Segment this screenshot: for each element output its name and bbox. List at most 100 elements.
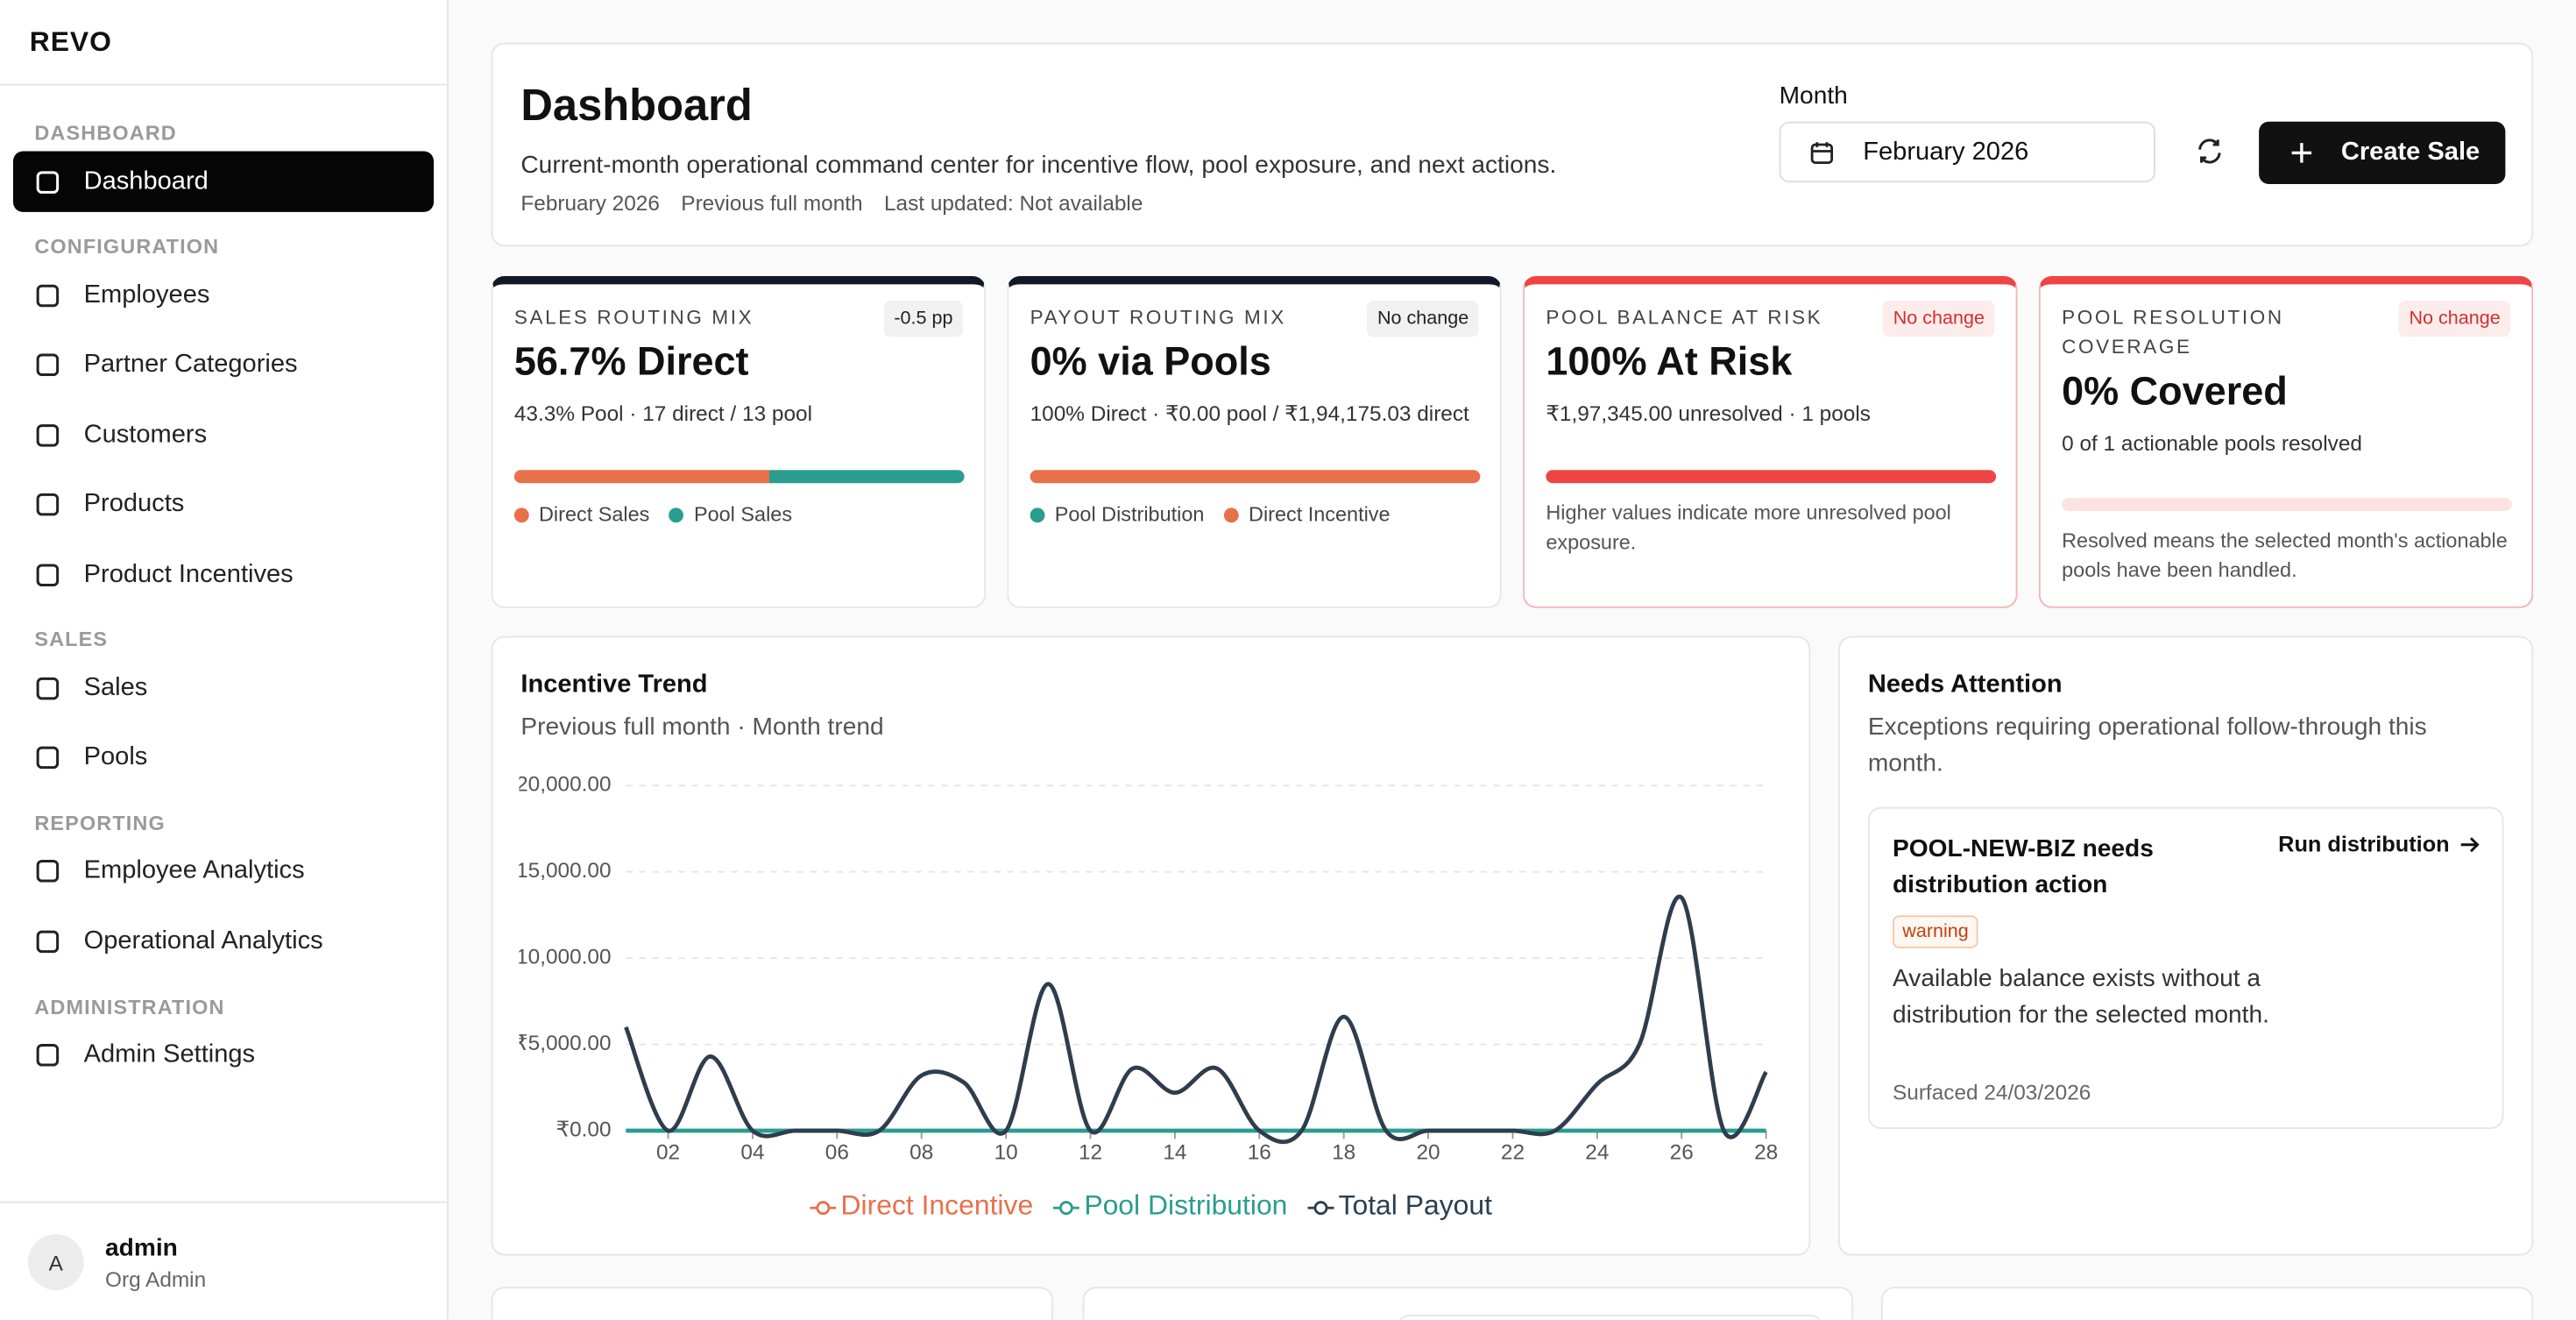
nav-label: Admin Settings bbox=[83, 1040, 256, 1068]
user-name[interactable]: admin bbox=[105, 1234, 178, 1262]
nav-item[interactable]: Pools bbox=[13, 728, 434, 789]
legend-dot bbox=[1223, 507, 1239, 523]
legend-icon bbox=[1052, 1201, 1079, 1216]
line-series bbox=[624, 894, 1768, 1145]
legend-item: Pool Sales bbox=[669, 503, 792, 526]
kpi-label: PAYOUT ROUTING MIX bbox=[1030, 305, 1286, 329]
x-tick-label: 10 bbox=[994, 1141, 1018, 1165]
nav-item[interactable]: Admin Settings bbox=[13, 1025, 434, 1085]
month-value: February 2026 bbox=[1863, 137, 2029, 166]
legend-marker bbox=[1058, 1201, 1073, 1216]
kpi-value: 0% Covered bbox=[2062, 369, 2288, 415]
kpi-value: 100% At Risk bbox=[1546, 340, 1793, 385]
page-title: Dashboard bbox=[520, 80, 753, 131]
legend-item[interactable]: Direct Incentive bbox=[809, 1190, 1033, 1224]
nav-icon bbox=[36, 353, 60, 377]
legend-item[interactable]: Total Payout bbox=[1306, 1189, 1492, 1224]
sidebar: REVO DASHBOARD Dashboard CONFIGURATION Empl… bbox=[0, 0, 449, 1320]
bottom-input bbox=[1396, 1315, 1824, 1320]
legend-label: Pool Sales bbox=[693, 502, 793, 526]
x-tick-label: 16 bbox=[1248, 1141, 1271, 1165]
legend-item: Direct Sales bbox=[513, 502, 650, 526]
legend-label: Direct Sales bbox=[539, 502, 650, 526]
nav-icon bbox=[36, 423, 60, 447]
kpi-card: POOL RESOLUTION COVERAGE No change 0% Cove… bbox=[2038, 276, 2534, 608]
header-card: Dashboard Current-month operational comm… bbox=[491, 42, 2534, 247]
kpi-value: 0% via Pools bbox=[1030, 340, 1271, 385]
legend-marker bbox=[1313, 1201, 1327, 1216]
legend-label: Total Payout bbox=[1338, 1189, 1492, 1222]
nav-label: Pools bbox=[83, 743, 148, 772]
run-distribution-link[interactable]: Run distribution bbox=[2278, 832, 2480, 856]
kpi-bar bbox=[1030, 470, 1481, 484]
y-tick-label: ₹0.00 bbox=[556, 1118, 612, 1141]
kpi-bar bbox=[513, 470, 965, 484]
kpi-label: SALES ROUTING MIX bbox=[513, 305, 754, 329]
line-series bbox=[624, 894, 1768, 1145]
kpi-card: PAYOUT ROUTING MIX No change 0% via Pools 1… bbox=[1007, 276, 1502, 608]
nav-item[interactable]: Sales bbox=[13, 658, 434, 719]
x-tick-label: 24 bbox=[1585, 1141, 1609, 1165]
nav-icon bbox=[36, 677, 60, 700]
nav-icon bbox=[36, 747, 60, 770]
nav: DASHBOARD Dashboard CONFIGURATION Employees… bbox=[13, 109, 434, 1095]
section-title: CONFIGURATION bbox=[34, 235, 220, 259]
kpi-badge: -0.5 pp bbox=[884, 301, 963, 337]
nav-icon bbox=[36, 1044, 60, 1067]
nav-item[interactable]: Employee Analytics bbox=[13, 841, 434, 902]
nav-label: Operational Analytics bbox=[83, 926, 323, 955]
y-tick-label: ₹20,000.00 bbox=[520, 773, 612, 797]
nav-item[interactable]: Product Incentives bbox=[13, 544, 434, 605]
legend-dot bbox=[513, 507, 529, 523]
x-tick-label: 06 bbox=[825, 1141, 849, 1165]
x-tick-label: 26 bbox=[1670, 1141, 1694, 1165]
kpi-badge: No change bbox=[2399, 301, 2510, 337]
refresh-button[interactable] bbox=[2195, 137, 2225, 167]
kpi-value: 56.7% Direct bbox=[513, 340, 749, 385]
legend-label: Pool Distribution bbox=[1054, 502, 1205, 526]
month-picker[interactable]: February 2026 bbox=[1779, 121, 2155, 183]
plus-icon bbox=[2291, 143, 2312, 163]
kpi-detail: 43.3% Pool · 17 direct / 13 pool bbox=[513, 401, 812, 426]
meta-item: February 2026 bbox=[520, 190, 660, 216]
kpi-detail: 100% Direct · ₹0.00 pool / ₹1,94,175.03 … bbox=[1030, 401, 1469, 426]
item-description: Available balance exists without a distr… bbox=[1893, 964, 2269, 1028]
icon-shape bbox=[36, 677, 60, 700]
nav-label: Employee Analytics bbox=[83, 856, 305, 885]
kpi-legend: Pool Distribution Direct Incentive bbox=[1030, 503, 1391, 526]
bottom-card bbox=[1880, 1287, 2534, 1320]
x-tick-label: 08 bbox=[909, 1141, 933, 1165]
x-tick-label: 18 bbox=[1332, 1141, 1355, 1165]
nav-icon bbox=[36, 493, 60, 516]
legend-item[interactable]: Pool Distribution bbox=[1052, 1190, 1287, 1224]
nav-item[interactable]: Dashboard bbox=[13, 151, 434, 212]
x-tick-label: 28 bbox=[1754, 1141, 1778, 1165]
brand[interactable]: REVO bbox=[29, 26, 112, 58]
icon-shape bbox=[36, 1044, 60, 1067]
legend-dot bbox=[1030, 507, 1045, 523]
legend-item: Pool Distribution bbox=[1030, 502, 1205, 526]
chart-subtitle: Previous full month · Month trend bbox=[520, 713, 884, 742]
nav-icon bbox=[36, 283, 60, 307]
nav-item[interactable]: Partner Categories bbox=[13, 335, 434, 395]
y-tick-label: ₹15,000.00 bbox=[520, 859, 612, 883]
nav-label: Employees bbox=[83, 280, 210, 309]
avatar[interactable]: A bbox=[27, 1234, 84, 1290]
attention-title: Needs Attention bbox=[1867, 671, 2063, 699]
icon-shape bbox=[36, 353, 60, 377]
nav-icon bbox=[36, 930, 60, 954]
kpi-detail: ₹1,97,345.00 unresolved · 1 pools bbox=[1546, 401, 1871, 426]
x-tick-label: 02 bbox=[656, 1141, 680, 1165]
nav-item[interactable]: Employees bbox=[13, 265, 434, 325]
nav-item[interactable]: Customers bbox=[13, 405, 434, 465]
kpi-bar bbox=[2062, 498, 2512, 512]
icon-shape bbox=[36, 170, 60, 193]
meta: February 2026 Previous full month Last u… bbox=[520, 191, 1143, 216]
icon-shape bbox=[36, 930, 60, 954]
nav-item[interactable]: Operational Analytics bbox=[13, 912, 434, 972]
kpi-note: Higher values indicate more unresolved p… bbox=[1546, 500, 1951, 553]
nav-item[interactable]: Products bbox=[13, 474, 434, 535]
create-sale-button[interactable]: Create Sale bbox=[2259, 121, 2506, 184]
